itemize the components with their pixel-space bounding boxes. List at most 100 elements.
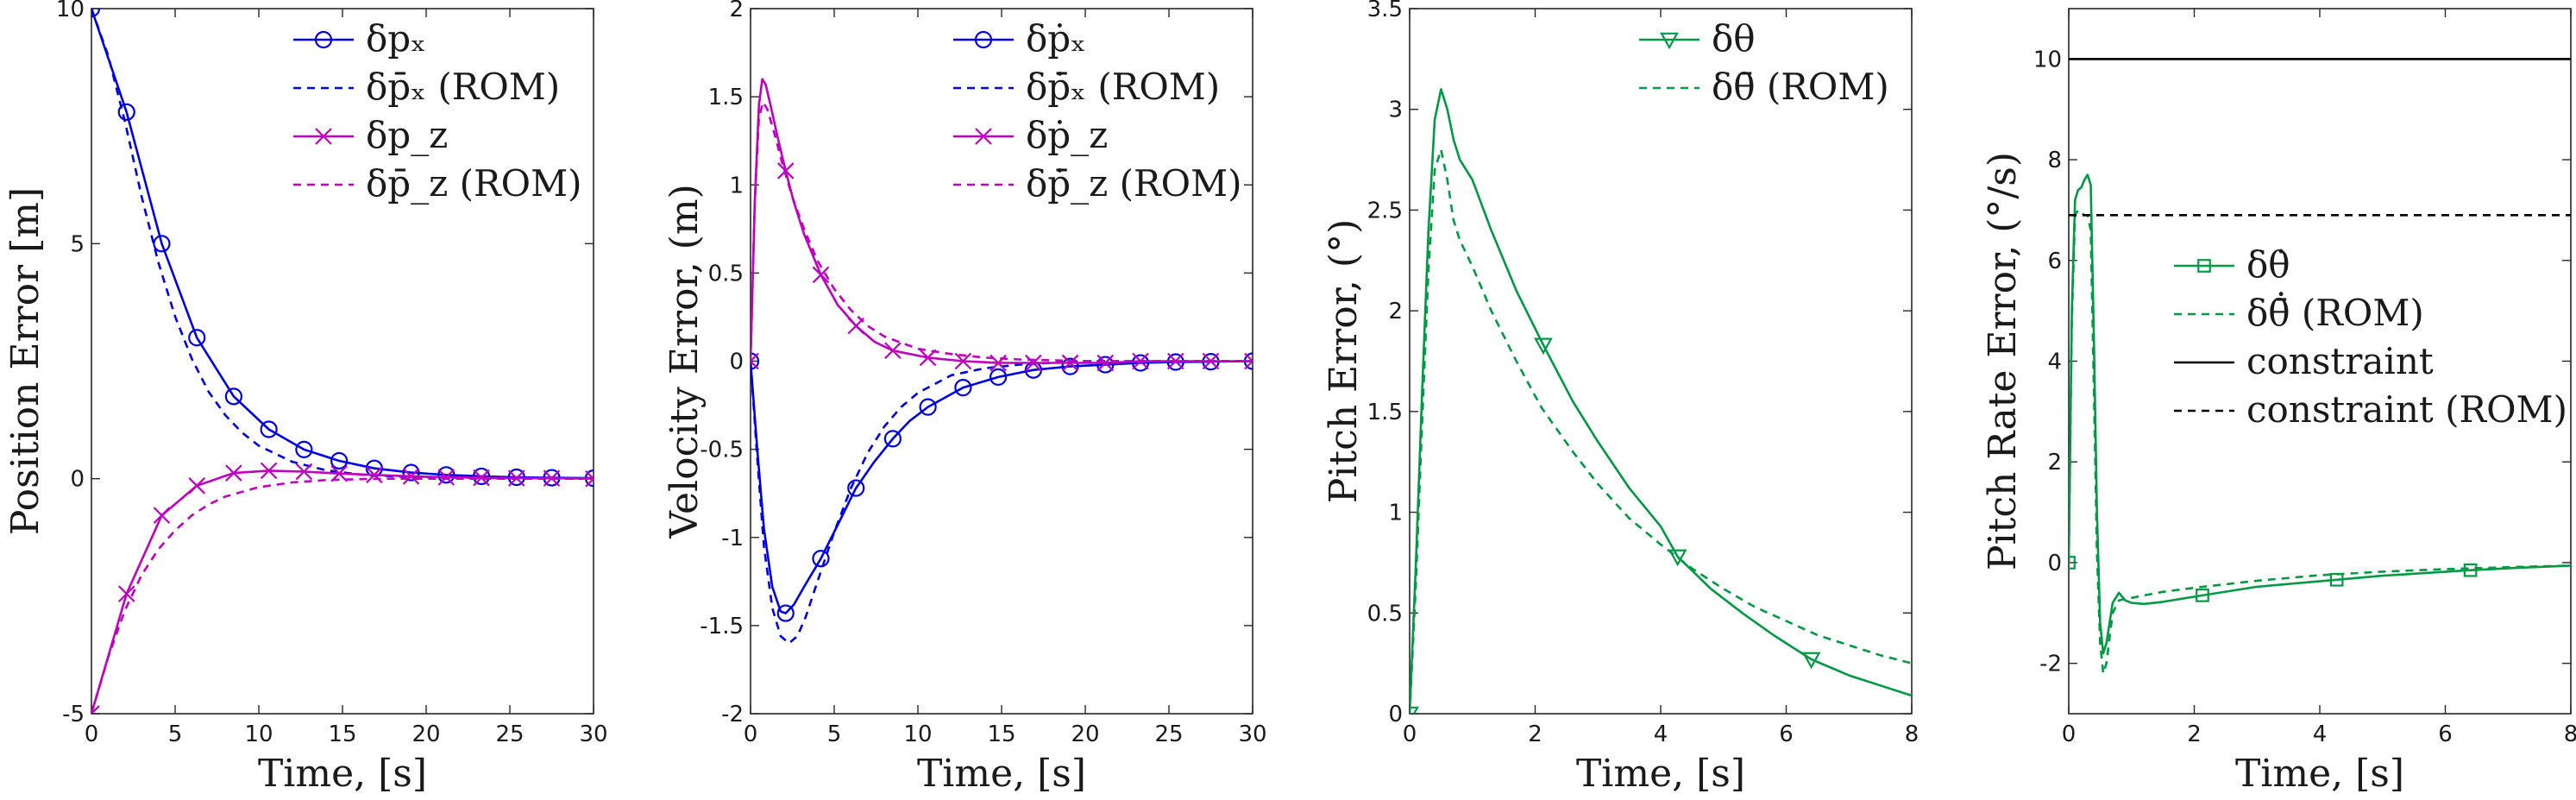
data-point-p-z [295, 463, 313, 481]
y-tick-label: 2 [729, 0, 744, 22]
y-tick-label: -1.5 [700, 614, 744, 639]
data-point-p-x [224, 387, 242, 406]
series-line-rom [2069, 209, 2571, 675]
data-point-p-z [585, 469, 594, 488]
y-axis-label: Pitch Error, (°) [1322, 219, 1366, 504]
plot-area [2069, 58, 2571, 675]
data-point-x [751, 352, 760, 370]
data-point-p-z [330, 464, 348, 482]
legend-marker-s [2197, 259, 2211, 273]
x-tick-label: 5 [827, 721, 842, 747]
data-point-z [751, 352, 759, 370]
chart-pitch-rate: 0 2 4 6 8 -2 0 2 4 6 8 10 Time, [s] Pitch Rate Error,… [1981, 8, 2576, 796]
legend: δθ δθ̄ (ROM) [1639, 17, 1889, 108]
legend: δθ̇ δθ̄̇ (ROM) constraint constraint (ROM) [2174, 243, 2567, 431]
legend-label-rom: δθ̄̇ (ROM) [2246, 292, 2424, 334]
data-point-p-x [188, 329, 206, 347]
y-tick-label: 3.5 [1367, 0, 1403, 22]
x-tick-label: 0 [744, 721, 758, 747]
series-line-z-rom [751, 101, 1253, 362]
data-point-x [1131, 354, 1150, 372]
data-point-p-z [402, 468, 420, 485]
data-point-z [1025, 354, 1042, 372]
data-point-z [1244, 352, 1253, 370]
x-tick-label: 30 [1238, 721, 1266, 747]
legend-label-p-x-rom: δp̄ₓ (ROM) [366, 66, 560, 108]
data-point-p-z [117, 585, 135, 602]
x-tick-label: 0 [85, 721, 99, 747]
data-point-z [812, 266, 830, 284]
data-point-z [1166, 352, 1184, 370]
series-line-x [751, 360, 1253, 614]
data-point-x [919, 398, 937, 416]
data-point-x [990, 368, 1008, 386]
x-axis-label: Time, [s] [2235, 752, 2404, 796]
y-tick-label: 0 [2047, 551, 2062, 576]
data-point-p-x [260, 420, 278, 438]
y-tick-label: -5 [62, 702, 85, 728]
y-tick-label: 6 [2047, 249, 2062, 274]
data-point-x [776, 604, 795, 622]
data-point-s [1801, 652, 1821, 670]
data-point-z [919, 349, 937, 367]
x-tick-label: 30 [579, 721, 607, 747]
y-axis-label: Pitch Rate Error, (°/s) [1981, 152, 2025, 570]
chart-pitch: 0 2 4 6 8 0 0.5 1 1.5 2 2.5 3 3.5 Time, [s] Pitch Erro… [1322, 0, 1919, 796]
data-point-p-z [543, 469, 561, 487]
plot-frame [2068, 8, 2572, 715]
plot-area [91, 9, 594, 714]
legend-label-x: δṗₓ [1026, 17, 1086, 60]
y-tick-label: 0.5 [1367, 601, 1403, 627]
data-point-p-z [188, 477, 205, 494]
y-tick-label: 0 [1388, 702, 1403, 728]
data-point-p-z [437, 469, 456, 486]
data-point-p-z [225, 464, 242, 482]
data-point-p-z [473, 469, 490, 487]
data-point-p-x [153, 235, 171, 253]
y-tick-label: -2 [721, 702, 744, 728]
data-point-s [2069, 556, 2076, 570]
data-point-z [1061, 354, 1079, 372]
data-point-x [812, 550, 830, 568]
series-line-p-x-rom [91, 9, 594, 480]
data-point-p-x [330, 451, 349, 470]
data-point-s [1668, 549, 1687, 567]
legend: δṗₓ δṗ̄ₓ (ROM) δṗ_z δṗ̄_z (ROM) [953, 17, 1241, 205]
data-point-p-z [153, 507, 171, 524]
series-line-s [1410, 88, 1912, 714]
legend-label-z-rom: δṗ̄_z (ROM) [1026, 162, 1241, 205]
y-tick-label: 0.5 [708, 261, 744, 287]
data-point-z [776, 162, 795, 180]
data-point-p-z [91, 705, 100, 714]
data-point-p-z [260, 462, 278, 480]
y-tick-label: -2 [2039, 652, 2062, 677]
legend-marker-x [974, 30, 993, 49]
y-tick-label: 1 [729, 173, 744, 198]
data-point-z [1096, 354, 1115, 372]
y-tick-label: 1.5 [1367, 400, 1403, 425]
y-tick-label: 5 [70, 231, 85, 257]
data-point-x [1061, 357, 1079, 375]
data-point-x [954, 379, 972, 397]
x-tick-label: 8 [1905, 721, 1919, 747]
series-line-p-z-rom [91, 477, 594, 714]
y-tick-label: 3 [1388, 98, 1403, 123]
y-tick-label: 10 [2033, 47, 2062, 72]
legend-label-s: δθ̇ [2246, 243, 2290, 286]
legend-label-p-z-rom: δp̄_z (ROM) [366, 162, 581, 205]
y-tick-label: 0 [70, 467, 85, 493]
data-point-s [1534, 337, 1553, 356]
y-tick-label: 2.5 [1367, 198, 1403, 224]
y-tick-label: -1 [721, 526, 744, 551]
data-point-x [883, 430, 902, 448]
y-tick-label: 1 [1388, 501, 1403, 526]
plot-frame [1409, 8, 1913, 715]
legend-label-x-rom: δṗ̄ₓ (ROM) [1026, 66, 1220, 108]
legend-marker-p-x [314, 30, 333, 49]
x-tick-label: 0 [1403, 721, 1417, 747]
data-point-z [954, 352, 972, 370]
y-tick-label: 2 [2047, 450, 2062, 476]
legend-label-constraint-rom: constraint (ROM) [2246, 388, 2567, 431]
